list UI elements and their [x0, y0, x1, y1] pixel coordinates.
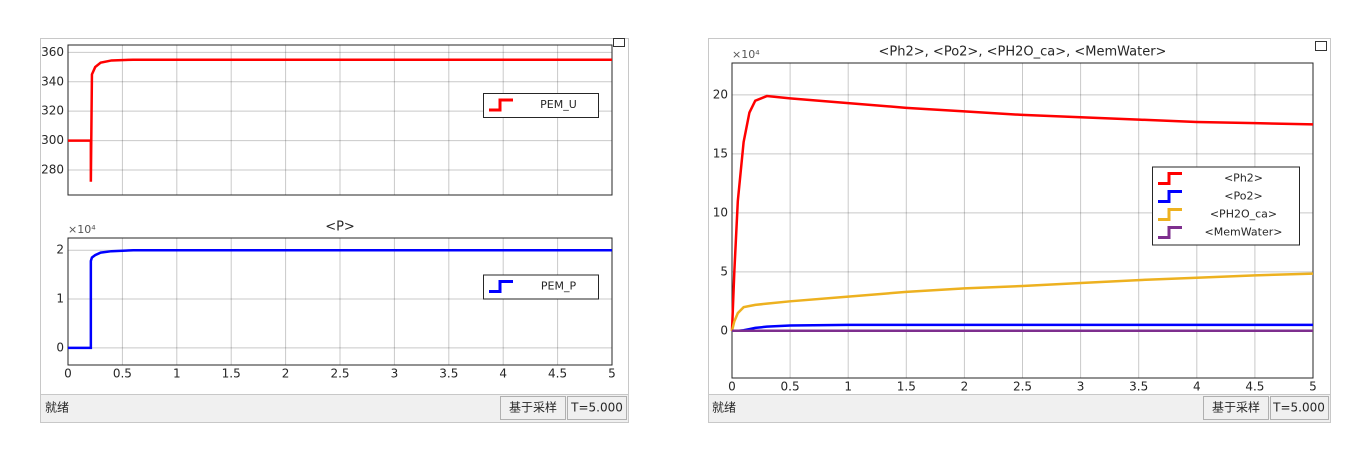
- y-tick-label: 300: [41, 133, 64, 147]
- x-tick-label: 1: [173, 367, 181, 381]
- mode-box[interactable]: [500, 396, 566, 420]
- x-tick-label: 0.5: [113, 367, 132, 381]
- mode-box[interactable]: [1203, 396, 1269, 420]
- y-multiplier: ×10⁴: [732, 48, 760, 61]
- undock-button[interactable]: [1315, 41, 1327, 51]
- chart-title: <P>: [325, 220, 355, 235]
- y-tick-label: 280: [41, 163, 64, 177]
- legend-icon: [1158, 226, 1182, 239]
- x-tick-label: 0.5: [781, 380, 800, 394]
- y-tick-label: 360: [41, 45, 64, 59]
- legend-icon: [1158, 190, 1182, 203]
- y-tick-label: 20: [713, 87, 728, 101]
- y-tick-label: 15: [713, 146, 728, 160]
- legend-icon: [489, 280, 513, 293]
- x-tick-label: 4: [499, 367, 507, 381]
- x-tick-label: 2.5: [1013, 380, 1032, 394]
- status-text: 就绪: [45, 401, 69, 415]
- x-tick-label: 0: [728, 380, 736, 394]
- legend-box: [483, 93, 599, 118]
- axes-box: [731, 62, 1314, 379]
- y-tick-label: 0: [56, 340, 64, 354]
- x-tick-label: 1.5: [222, 367, 241, 381]
- x-tick-label: 4.5: [1245, 380, 1264, 394]
- undock-button[interactable]: [613, 38, 625, 47]
- plot-area: [68, 238, 612, 365]
- x-tick-label: 5: [608, 367, 616, 381]
- axes-box: [67, 44, 613, 196]
- mode-text: 基于采样: [509, 400, 557, 415]
- series-line: [68, 248, 612, 350]
- x-tick-label: 5: [1309, 380, 1317, 394]
- time-text: T=5.000: [1272, 401, 1325, 415]
- legend-label: <Po2>: [1224, 190, 1262, 203]
- time-text: T=5.000: [570, 401, 623, 415]
- x-tick-label: 1.5: [897, 380, 916, 394]
- legend-label: PEM_P: [541, 280, 577, 293]
- legend-icon: [1158, 208, 1182, 221]
- y-tick-label: 5: [720, 264, 728, 278]
- series-line: [730, 94, 1314, 331]
- mode-text: 基于采样: [1212, 400, 1260, 415]
- y-tick-label: 10: [713, 205, 728, 219]
- y-tick-label: 0: [720, 323, 728, 337]
- legend-icon: [1158, 172, 1182, 185]
- x-tick-label: 2.5: [330, 367, 349, 381]
- x-tick-label: 3.5: [1129, 380, 1148, 394]
- legend-box: [483, 274, 599, 300]
- legend-label: PEM_U: [540, 98, 577, 111]
- status-text: 就绪: [712, 401, 736, 415]
- x-tick-label: 3: [391, 367, 399, 381]
- chart-title: <Ph2>, <Po2>, <PH2O_ca>, <MemWater>: [879, 45, 1167, 60]
- x-tick-label: 2: [282, 367, 290, 381]
- time-box: [567, 396, 627, 420]
- legend-box: [1152, 166, 1300, 246]
- x-tick-label: 4: [1193, 380, 1201, 394]
- x-tick-label: 2: [961, 380, 969, 394]
- x-tick-label: 1: [844, 380, 852, 394]
- time-box: [1270, 396, 1329, 420]
- y-multiplier: ×10⁴: [68, 223, 96, 236]
- series-line: [730, 272, 1314, 332]
- plot-area: [68, 45, 612, 195]
- y-tick-label: 320: [41, 104, 64, 118]
- x-tick-label: 3: [1077, 380, 1085, 394]
- axes-box: [67, 237, 613, 366]
- legend-icon: [489, 98, 513, 112]
- y-tick-label: 2: [56, 243, 64, 257]
- x-tick-label: 0: [64, 367, 72, 381]
- x-tick-label: 4.5: [548, 367, 567, 381]
- y-tick-label: 340: [41, 74, 64, 88]
- legend-label: <MemWater>: [1205, 226, 1283, 239]
- legend-label: <PH2O_ca>: [1210, 208, 1277, 221]
- y-tick-label: 1: [56, 292, 64, 306]
- x-tick-label: 3.5: [439, 367, 458, 381]
- legend-label: <Ph2>: [1224, 172, 1263, 185]
- series-line: [68, 58, 612, 182]
